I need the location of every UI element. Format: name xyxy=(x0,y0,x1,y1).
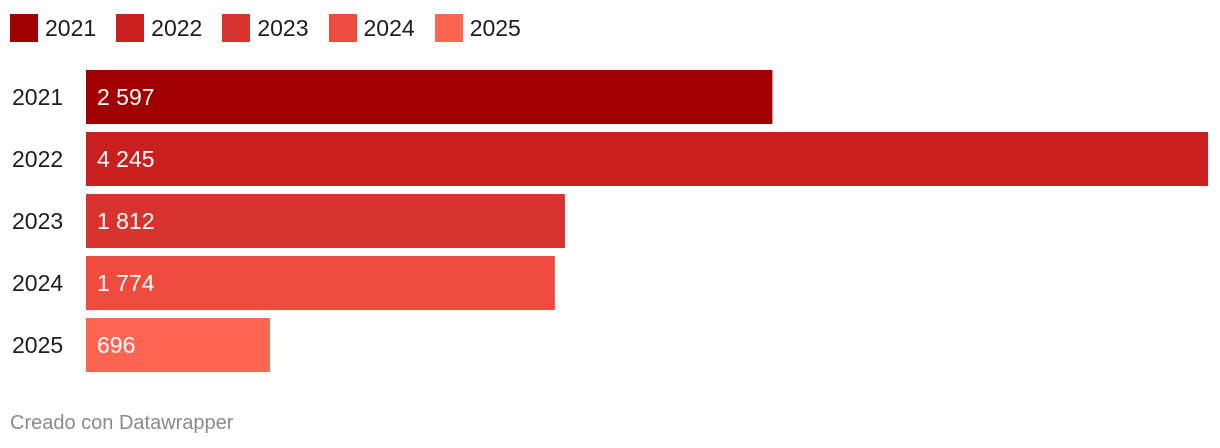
legend-swatch xyxy=(328,14,357,42)
legend-label: 2022 xyxy=(151,15,203,41)
legend-label: 2025 xyxy=(469,15,521,41)
bar-2021 xyxy=(86,70,773,124)
legend-label: 2023 xyxy=(257,15,309,41)
bar-value-label: 2 597 xyxy=(97,84,155,110)
category-label: 2025 xyxy=(12,332,63,358)
category-label: 2021 xyxy=(12,84,63,110)
legend-item: 2024 xyxy=(328,14,415,42)
bar-2025 xyxy=(86,318,270,372)
bar-value-label: 4 245 xyxy=(97,146,155,172)
legend-item: 2025 xyxy=(434,14,521,42)
legend-item: 2021 xyxy=(10,14,96,42)
bar-2022 xyxy=(86,132,1208,186)
bar-2023 xyxy=(86,194,565,248)
legend-swatch xyxy=(116,14,145,42)
bar-2024 xyxy=(86,256,555,310)
bar-value-label: 1 774 xyxy=(97,270,155,296)
bar-chart: 2021 2 597 2022 4 245 2023 1 812 2024 1 774 2025… xyxy=(12,70,1208,372)
chart-legend: 2021 2022 2023 2024 2025 xyxy=(10,14,541,42)
category-label: 2024 xyxy=(12,270,63,296)
legend-item: 2022 xyxy=(116,14,202,42)
bar-value-label: 696 xyxy=(97,332,135,358)
legend-swatch xyxy=(10,14,38,42)
category-label: 2022 xyxy=(12,146,63,172)
legend-label: 2021 xyxy=(45,15,97,41)
category-label: 2023 xyxy=(12,208,63,234)
legend-swatch xyxy=(222,14,251,42)
legend-label: 2024 xyxy=(363,15,415,41)
legend-item: 2023 xyxy=(222,14,309,42)
bar-value-label: 1 812 xyxy=(97,208,155,234)
legend-swatch xyxy=(434,14,463,42)
footer-credit: Creado con Datawrapper xyxy=(10,412,234,434)
